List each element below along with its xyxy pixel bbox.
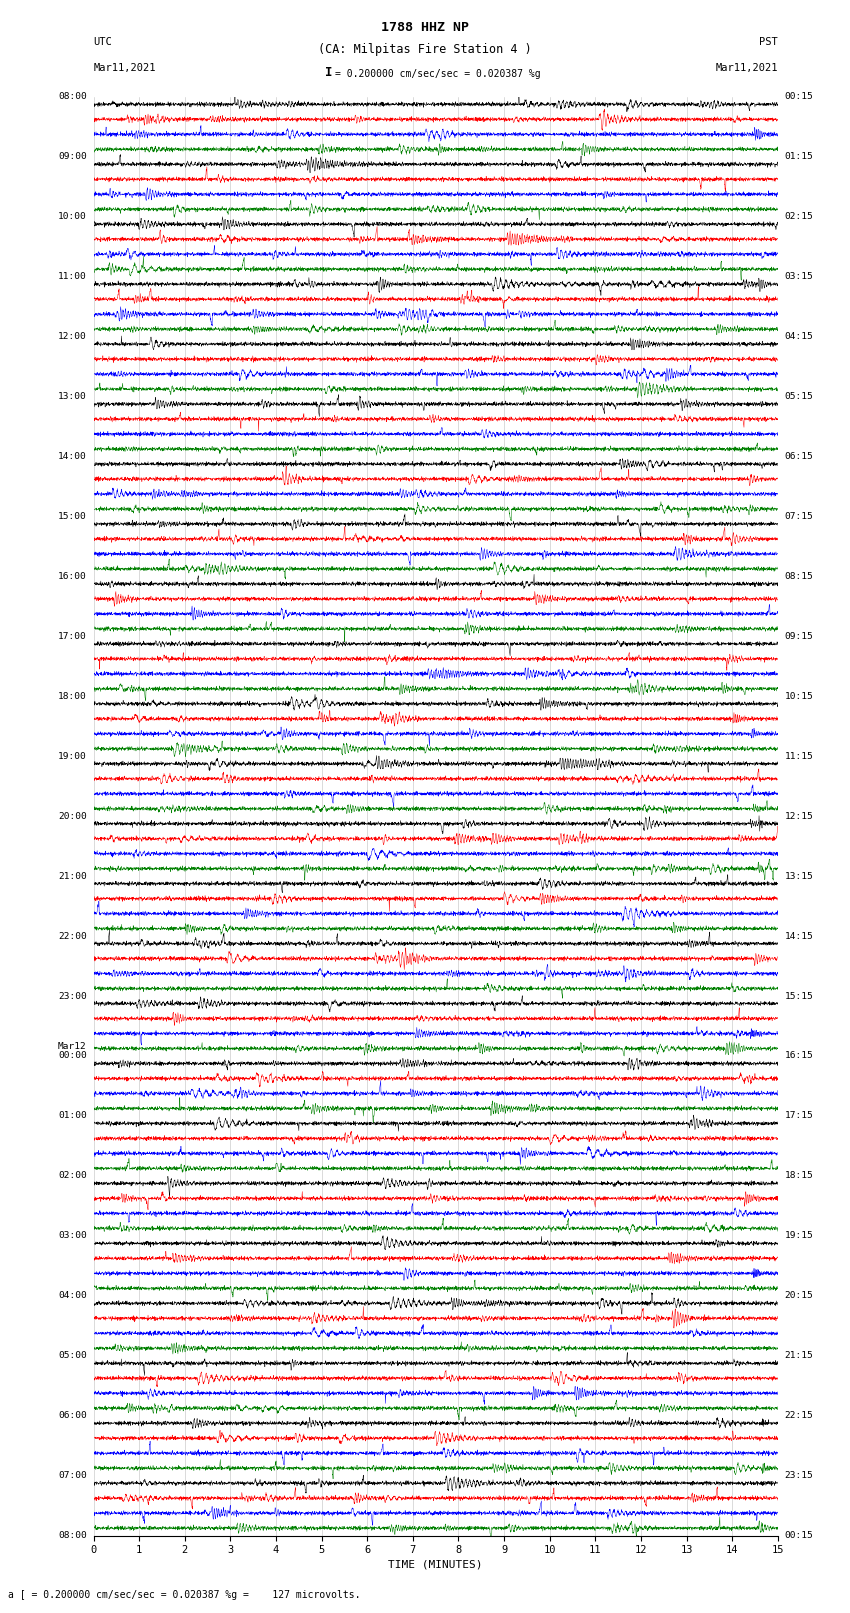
- Text: 06:15: 06:15: [785, 452, 813, 461]
- Text: 08:00: 08:00: [58, 92, 87, 102]
- Text: 19:15: 19:15: [785, 1231, 813, 1240]
- Text: 09:15: 09:15: [785, 632, 813, 640]
- Text: 21:00: 21:00: [58, 871, 87, 881]
- Text: 13:00: 13:00: [58, 392, 87, 402]
- Text: 17:15: 17:15: [785, 1111, 813, 1121]
- Text: 11:15: 11:15: [785, 752, 813, 761]
- Text: Mar11,2021: Mar11,2021: [715, 63, 778, 73]
- Text: 00:15: 00:15: [785, 92, 813, 102]
- Text: 17:00: 17:00: [58, 632, 87, 640]
- Text: 02:00: 02:00: [58, 1171, 87, 1181]
- Text: 23:15: 23:15: [785, 1471, 813, 1481]
- Text: 14:15: 14:15: [785, 932, 813, 940]
- Text: PST: PST: [759, 37, 778, 47]
- Text: 22:15: 22:15: [785, 1411, 813, 1419]
- Text: 20:00: 20:00: [58, 811, 87, 821]
- Text: 16:00: 16:00: [58, 573, 87, 581]
- Text: 03:00: 03:00: [58, 1231, 87, 1240]
- Text: 07:00: 07:00: [58, 1471, 87, 1481]
- Text: 00:15: 00:15: [785, 1531, 813, 1540]
- Text: 07:15: 07:15: [785, 511, 813, 521]
- Text: 23:00: 23:00: [58, 992, 87, 1000]
- Text: 05:00: 05:00: [58, 1352, 87, 1360]
- Text: 21:15: 21:15: [785, 1352, 813, 1360]
- Text: 02:15: 02:15: [785, 213, 813, 221]
- Text: 1788 HHZ NP: 1788 HHZ NP: [381, 21, 469, 34]
- Text: 22:00: 22:00: [58, 932, 87, 940]
- Text: 05:15: 05:15: [785, 392, 813, 402]
- X-axis label: TIME (MINUTES): TIME (MINUTES): [388, 1560, 483, 1569]
- Text: 10:15: 10:15: [785, 692, 813, 700]
- Text: 20:15: 20:15: [785, 1292, 813, 1300]
- Text: 08:15: 08:15: [785, 573, 813, 581]
- Text: 04:15: 04:15: [785, 332, 813, 340]
- Text: Mar11,2021: Mar11,2021: [94, 63, 156, 73]
- Text: 18:00: 18:00: [58, 692, 87, 700]
- Text: 18:15: 18:15: [785, 1171, 813, 1181]
- Text: 15:15: 15:15: [785, 992, 813, 1000]
- Text: 12:00: 12:00: [58, 332, 87, 340]
- Text: = 0.200000 cm/sec/sec = 0.020387 %g: = 0.200000 cm/sec/sec = 0.020387 %g: [335, 69, 541, 79]
- Text: 00:00: 00:00: [58, 1052, 87, 1060]
- Text: 10:00: 10:00: [58, 213, 87, 221]
- Text: 14:00: 14:00: [58, 452, 87, 461]
- Text: 13:15: 13:15: [785, 871, 813, 881]
- Text: 11:00: 11:00: [58, 273, 87, 281]
- Text: I: I: [325, 66, 332, 79]
- Text: UTC: UTC: [94, 37, 112, 47]
- Text: 16:15: 16:15: [785, 1052, 813, 1060]
- Text: 06:00: 06:00: [58, 1411, 87, 1419]
- Text: 04:00: 04:00: [58, 1292, 87, 1300]
- Text: a [ = 0.200000 cm/sec/sec = 0.020387 %g =    127 microvolts.: a [ = 0.200000 cm/sec/sec = 0.020387 %g …: [8, 1590, 361, 1600]
- Text: 15:00: 15:00: [58, 511, 87, 521]
- Text: (CA: Milpitas Fire Station 4 ): (CA: Milpitas Fire Station 4 ): [318, 44, 532, 56]
- Text: 19:00: 19:00: [58, 752, 87, 761]
- Text: 03:15: 03:15: [785, 273, 813, 281]
- Text: 12:15: 12:15: [785, 811, 813, 821]
- Text: 01:00: 01:00: [58, 1111, 87, 1121]
- Text: 01:15: 01:15: [785, 152, 813, 161]
- Text: 08:00: 08:00: [58, 1531, 87, 1540]
- Text: 09:00: 09:00: [58, 152, 87, 161]
- Text: Mar12: Mar12: [58, 1042, 87, 1052]
